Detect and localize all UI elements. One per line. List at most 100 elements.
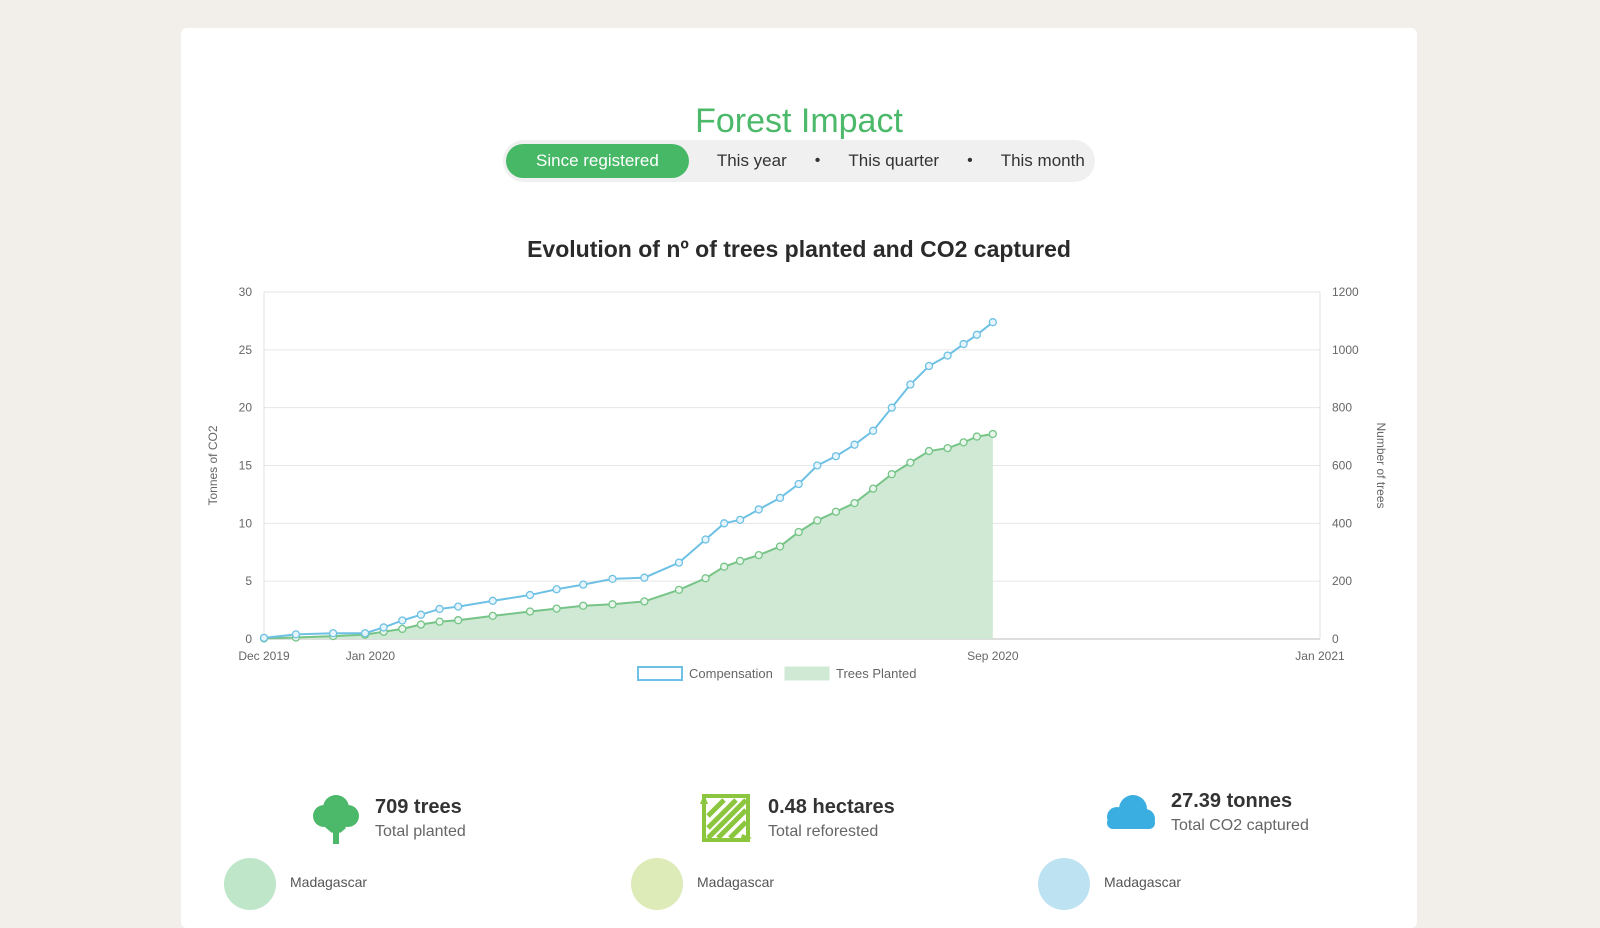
series-trees-point	[813, 516, 822, 525]
period-tabs: Since registered This year • This quarte…	[503, 140, 1095, 182]
series-trees-point	[959, 438, 968, 447]
cloud-icon	[1107, 794, 1155, 829]
series-trees-point	[398, 624, 407, 634]
series-trees-point	[924, 446, 934, 456]
series-compensation-point	[416, 610, 426, 619]
series-trees-point	[988, 429, 997, 439]
y-right-tick-label: 1000	[1332, 343, 1359, 357]
y-right-tick-label: 0	[1332, 632, 1339, 646]
series-trees-point	[735, 556, 745, 566]
series-compensation-point	[291, 630, 301, 639]
legend-trees-swatch	[784, 666, 830, 681]
series-compensation-point	[988, 318, 997, 327]
tab-this-quarter[interactable]: This quarter	[848, 151, 940, 170]
legend-compensation-swatch	[637, 666, 683, 681]
x-tick-label: Sep 2020	[967, 649, 1019, 663]
series-compensation-point	[674, 558, 684, 567]
series-trees-point	[608, 600, 617, 609]
series-compensation-point	[775, 493, 785, 503]
series-compensation-point	[794, 479, 803, 489]
series-compensation-point	[488, 596, 497, 605]
tab-separator: •	[814, 152, 821, 169]
stat-trees: 709 trees Total planted	[311, 790, 466, 846]
y-right-tick-label: 400	[1332, 516, 1352, 530]
series-compensation-point	[608, 574, 617, 584]
stat-caption: Total planted	[375, 822, 466, 840]
stat-co2: 27.39 tonnes Total CO2 captured	[1101, 790, 1309, 835]
series-trees-point	[906, 458, 915, 467]
series-compensation-point	[435, 604, 444, 614]
series-trees-point	[435, 617, 444, 626]
series-compensation-point	[850, 440, 859, 449]
tab-this-year[interactable]: This year	[716, 151, 787, 170]
series-compensation-point	[259, 633, 269, 642]
x-tick-label: Jan 2021	[1295, 649, 1345, 663]
series-trees-point	[416, 620, 426, 629]
series-compensation-point	[640, 573, 649, 582]
series-trees-area	[264, 433, 993, 639]
location-item[interactable]: Madagascar	[631, 858, 774, 910]
y-left-tick-label: 30	[239, 285, 253, 299]
chart-title: Evolution of nº of trees planted and CO2…	[527, 236, 1071, 262]
series-compensation-point	[972, 330, 982, 339]
location-marker	[224, 858, 276, 910]
series-compensation-point	[525, 590, 535, 600]
series-trees-point	[720, 562, 729, 571]
impact-card: Forest Impact Since registered This year…	[181, 28, 1417, 928]
stat-hectares: 0.48 hectares Total reforested	[698, 790, 895, 846]
series-compensation-point	[360, 629, 370, 638]
series-compensation-point	[552, 585, 561, 594]
series-compensation-point	[735, 515, 745, 525]
series-trees-point	[579, 601, 588, 610]
series-trees-point	[794, 527, 803, 537]
stat-caption: Total reforested	[768, 822, 879, 840]
series-trees-point	[943, 443, 952, 453]
y-left-tick-label: 25	[239, 343, 253, 357]
stat-value: 27.39 tonnes	[1171, 790, 1293, 812]
series-compensation-point	[454, 602, 463, 611]
series-compensation-point	[831, 452, 841, 461]
y-left-tick-label: 15	[239, 459, 253, 473]
stat-caption: Total CO2 captured	[1171, 817, 1309, 834]
location-marker	[631, 858, 683, 910]
tab-since-registered[interactable]: Since registered	[506, 144, 689, 178]
series-trees-point	[868, 484, 878, 493]
location-marker	[1038, 858, 1090, 910]
tab-this-month[interactable]: This month	[1000, 151, 1085, 170]
series-trees-point	[640, 597, 649, 606]
series-compensation-point	[813, 461, 822, 470]
y-left-tick-label: 0	[245, 632, 252, 646]
y-right-tick-label: 600	[1332, 459, 1352, 473]
series-trees-point	[454, 616, 463, 625]
y-right-axis-label: Number of trees	[1374, 422, 1388, 508]
stat-value: 709 trees	[375, 795, 462, 818]
hectares-icon	[700, 794, 752, 842]
y-right-tick-label: 200	[1332, 574, 1352, 588]
page-title: Forest Impact	[695, 102, 903, 140]
y-left-tick-label: 5	[245, 574, 252, 588]
series-compensation-point	[959, 339, 968, 349]
legend-compensation-label: Compensation	[689, 666, 773, 681]
series-trees-point	[525, 607, 535, 616]
location-label: Madagascar	[1104, 874, 1182, 890]
y-left-tick-label: 20	[239, 401, 253, 415]
series-trees-point	[552, 604, 561, 613]
location-item[interactable]: Madagascar	[1038, 858, 1181, 910]
tab-separator: •	[967, 152, 973, 169]
series-trees-point	[701, 574, 710, 583]
series-trees-point	[674, 585, 684, 594]
series-compensation-point	[379, 623, 388, 632]
y-left-axis-label: Tonnes of CO2	[206, 425, 220, 505]
series-compensation-point	[329, 629, 338, 638]
stat-value: 0.48 hectares	[768, 795, 895, 818]
series-compensation-point	[720, 519, 729, 528]
legend-trees-label: Trees Planted	[836, 666, 916, 681]
location-item[interactable]: Madagascar	[224, 858, 367, 910]
series-compensation-point	[754, 505, 763, 514]
series-compensation-point	[887, 403, 896, 412]
series-trees-point	[775, 542, 785, 551]
trees-co2-chart: 0 5 10 15 20 25 30 0 200 400 600 800 1000 1200 Dec 201…	[206, 285, 1388, 681]
y-right-tick-label: 1200	[1332, 285, 1359, 299]
series-trees-point	[972, 432, 982, 441]
location-label: Madagascar	[697, 874, 775, 890]
